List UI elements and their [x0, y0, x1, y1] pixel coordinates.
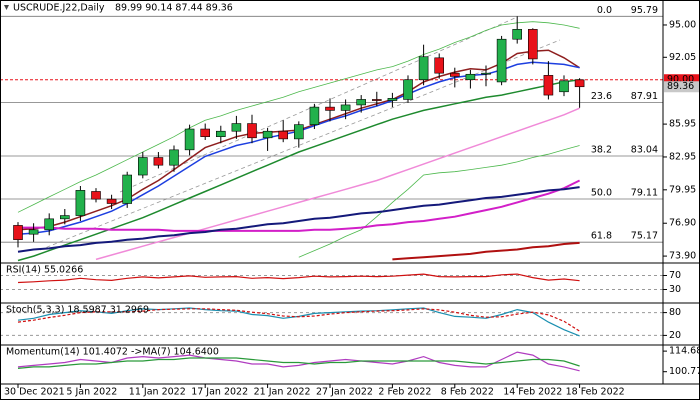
y-tick-label: 30 — [669, 284, 681, 295]
indicator-line — [17, 308, 580, 332]
candle-body — [387, 98, 398, 101]
fib-level: 38.2 — [591, 144, 612, 155]
y-tick-label: 20 — [669, 330, 681, 341]
candle-body — [200, 128, 210, 137]
indicator-line — [17, 78, 580, 262]
candle-body — [356, 99, 367, 106]
candle-body — [543, 75, 554, 96]
candle-body — [293, 124, 304, 140]
candle-body — [371, 99, 382, 101]
candle-body — [91, 191, 101, 200]
title-icon — [4, 5, 9, 10]
candle-body — [574, 79, 585, 88]
candle-body — [122, 174, 132, 204]
indicator-line — [17, 357, 580, 369]
candle-body — [512, 29, 523, 40]
candle-body — [13, 225, 23, 240]
x-tick-label: 11 Jan 2022 — [129, 387, 186, 398]
y-tick-label: 80 — [669, 307, 681, 318]
indicator-line — [17, 273, 580, 284]
fib-level: 61.8 — [591, 231, 612, 242]
candle-body — [231, 123, 242, 132]
candle-body — [138, 157, 148, 176]
price-label-box — [664, 74, 700, 86]
fib-level: 0.0 — [597, 5, 612, 16]
candle-body — [28, 229, 39, 235]
indicator-line — [17, 21, 580, 213]
trend-channel — [39, 39, 561, 251]
x-tick-label: 2 Feb 2022 — [378, 387, 431, 398]
fib-value: 95.79 — [631, 5, 658, 16]
y-tick-label: 85.95 — [669, 119, 696, 130]
fib-value: 83.04 — [631, 144, 658, 155]
candle-body — [481, 72, 491, 75]
y-tick-label: 82.95 — [669, 151, 696, 162]
candle-body — [247, 123, 257, 139]
candle-body — [75, 190, 86, 216]
candle-body — [309, 106, 320, 125]
candle-body — [153, 157, 164, 166]
panel-title: Momentum(14) 101.4072 ->MA(7) 104.6400 — [6, 347, 219, 358]
x-tick-label: 14 Feb 2022 — [503, 387, 562, 398]
indicator-line — [298, 145, 580, 258]
plot-layer: 0.0 95.79 23.6 87.91 38.2 83.04 50.0 79.11 61.8 7… — [0, 5, 700, 398]
x-tick-label: 17 Jan 2022 — [191, 387, 248, 398]
fib-value: 79.11 — [631, 188, 658, 199]
y-tick-label: 95.00 — [669, 19, 696, 30]
chart-title: USCRUDE.J22,Daily — [13, 3, 105, 14]
candle-body — [216, 130, 226, 137]
panel-title: Stoch(5,3,3) 18.5987 31.2969 — [6, 305, 149, 316]
candle-body — [340, 104, 351, 111]
fib-value: 75.17 — [631, 231, 658, 242]
trend-channel — [119, 17, 516, 193]
candle-body — [465, 73, 476, 81]
indicator-line — [392, 241, 580, 261]
fib-value: 87.91 — [631, 91, 658, 102]
candle-body — [325, 106, 335, 111]
x-tick-label: 27 Jan 2022 — [316, 387, 373, 398]
y-tick-label: 70 — [669, 270, 681, 281]
candle-body — [496, 38, 507, 83]
candle-body — [278, 130, 289, 140]
indicator-line — [17, 186, 580, 253]
candle-body — [59, 215, 70, 220]
candle-body — [44, 218, 55, 231]
x-tick-label: 8 Feb 2022 — [441, 387, 494, 398]
y-tick-label: 114.6812 — [669, 346, 700, 357]
candle-body — [403, 79, 413, 100]
chart-subtitle: 89.99 90.14 87.44 89.36 — [115, 3, 233, 14]
candle-body — [418, 56, 429, 81]
candle-body — [169, 149, 179, 166]
candle-body — [527, 29, 538, 60]
panel-title: RSI(14) 55.0266 — [6, 265, 83, 276]
indicator-line — [95, 107, 580, 261]
candle-body — [559, 80, 569, 93]
price-label-box — [664, 81, 700, 93]
price-label: 89.36 — [667, 81, 694, 92]
x-tick-label: 21 Jan 2022 — [254, 387, 311, 398]
fib-level: 23.6 — [591, 91, 612, 102]
y-tick-label: 92.05 — [669, 52, 696, 63]
candle-body — [434, 57, 445, 74]
indicator-line — [18, 179, 581, 232]
y-tick-label: 79.95 — [669, 184, 696, 195]
x-tick-label: 5 Jan 2022 — [66, 387, 117, 398]
candle-body — [184, 128, 195, 151]
candle-body — [449, 72, 460, 77]
y-tick-label: 73.90 — [669, 251, 696, 262]
x-tick-label: 18 Feb 2022 — [566, 387, 625, 398]
y-tick-label: 76.90 — [669, 218, 696, 229]
candle-body — [262, 130, 273, 139]
y-tick-label: 100.7750 — [669, 366, 700, 377]
price-label: 90.00 — [667, 74, 694, 85]
candle-body — [106, 198, 117, 204]
fib-level: 50.0 — [591, 188, 612, 199]
x-tick-label: 30 Dec 2021 — [4, 387, 65, 398]
